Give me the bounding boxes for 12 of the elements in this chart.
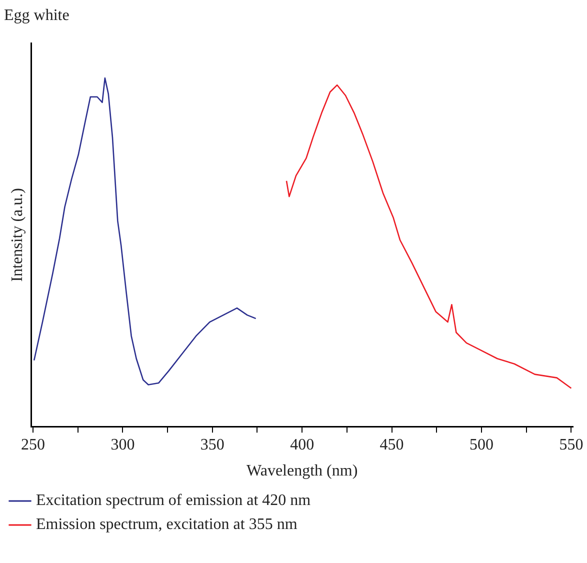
x-tick-label: 250 <box>20 436 45 454</box>
chart-title: Egg white <box>4 6 70 24</box>
legend-label: Emission spectrum, excitation at 355 nm <box>36 516 298 534</box>
x-tick-label: 350 <box>200 436 224 454</box>
x-tick-label: 450 <box>380 436 404 454</box>
x-axis-title: Wavelength (nm) <box>246 462 358 480</box>
legend-label: Excitation spectrum of emission at 420 nm <box>36 492 312 510</box>
x-tick-label: 500 <box>470 436 494 454</box>
y-axis-title: Intensity (a.u.) <box>8 188 26 282</box>
x-tick-label: 300 <box>110 436 135 454</box>
x-tick-label: 400 <box>290 436 314 454</box>
x-tick-label: 550 <box>559 436 584 454</box>
